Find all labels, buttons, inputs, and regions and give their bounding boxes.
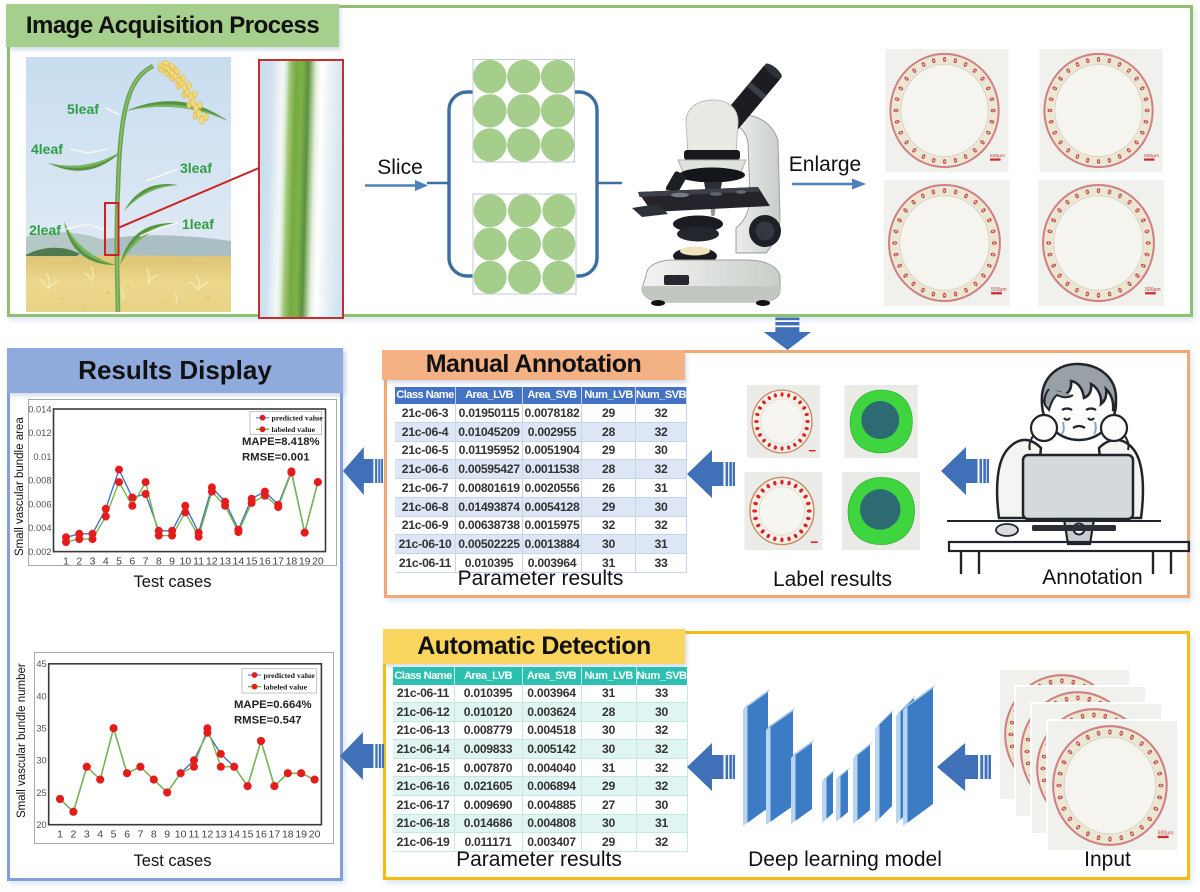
- svg-text:10: 10: [175, 829, 187, 841]
- svg-text:19: 19: [295, 829, 307, 841]
- svg-text:15: 15: [246, 556, 258, 566]
- svg-text:1: 1: [57, 829, 63, 841]
- svg-text:11: 11: [189, 829, 200, 841]
- svg-text:15: 15: [242, 829, 254, 841]
- svg-text:16: 16: [255, 829, 267, 841]
- svg-text:predicted value: predicted value: [264, 671, 316, 680]
- svg-text:5: 5: [111, 829, 117, 841]
- svg-text:35: 35: [36, 723, 46, 733]
- svg-text:20: 20: [36, 820, 46, 830]
- svg-text:10: 10: [179, 556, 191, 566]
- svg-text:18: 18: [282, 829, 294, 841]
- svg-text:11: 11: [193, 556, 204, 566]
- svg-text:2: 2: [76, 556, 82, 566]
- svg-text:MAPE=0.664%: MAPE=0.664%: [234, 699, 312, 711]
- svg-text:RMSE=0.001: RMSE=0.001: [242, 452, 310, 464]
- svg-text:16: 16: [259, 556, 271, 566]
- svg-text:2leaf: 2leaf: [29, 222, 61, 238]
- svg-text:17: 17: [269, 829, 281, 841]
- svg-text:6: 6: [124, 829, 130, 841]
- svg-text:20: 20: [309, 829, 321, 841]
- svg-text:45: 45: [36, 659, 46, 669]
- svg-text:13: 13: [215, 829, 227, 841]
- svg-text:4leaf: 4leaf: [31, 141, 63, 157]
- svg-text:predicted value: predicted value: [272, 414, 324, 423]
- svg-text:8: 8: [151, 829, 157, 841]
- svg-text:0.012: 0.012: [28, 428, 51, 438]
- svg-text:9: 9: [164, 829, 170, 841]
- svg-text:9: 9: [169, 556, 175, 566]
- svg-text:MAPE=8.418%: MAPE=8.418%: [242, 436, 320, 448]
- svg-text:6: 6: [129, 556, 135, 566]
- svg-text:3: 3: [84, 829, 90, 841]
- svg-text:0.004: 0.004: [28, 523, 51, 533]
- svg-text:12: 12: [202, 829, 214, 841]
- svg-text:14: 14: [233, 556, 245, 566]
- svg-text:4: 4: [97, 829, 103, 841]
- svg-text:labeled value: labeled value: [272, 425, 316, 434]
- svg-text:40: 40: [36, 691, 46, 701]
- svg-text:7: 7: [137, 829, 143, 841]
- svg-text:25: 25: [36, 788, 46, 798]
- svg-text:17: 17: [272, 556, 284, 566]
- svg-text:13: 13: [219, 556, 231, 566]
- svg-text:0.006: 0.006: [28, 499, 51, 509]
- svg-text:8: 8: [156, 556, 162, 566]
- svg-text:0.008: 0.008: [28, 476, 51, 486]
- svg-text:3leaf: 3leaf: [180, 160, 212, 176]
- svg-text:19: 19: [299, 556, 311, 566]
- svg-text:5: 5: [116, 556, 122, 566]
- svg-text:1leaf: 1leaf: [182, 216, 214, 232]
- svg-text:RMSE=0.547: RMSE=0.547: [234, 715, 302, 727]
- svg-text:30: 30: [36, 756, 46, 766]
- svg-text:20: 20: [312, 556, 324, 566]
- svg-text:0.01: 0.01: [33, 452, 51, 462]
- svg-text:0.014: 0.014: [28, 404, 51, 414]
- svg-text:1: 1: [63, 556, 69, 566]
- svg-text:4: 4: [103, 556, 109, 566]
- svg-text:14: 14: [228, 829, 240, 841]
- svg-text:12: 12: [206, 556, 218, 566]
- svg-text:3: 3: [90, 556, 96, 566]
- svg-text:labeled value: labeled value: [264, 682, 308, 691]
- svg-text:2: 2: [70, 829, 76, 841]
- svg-text:5leaf: 5leaf: [67, 101, 99, 117]
- svg-text:0.002: 0.002: [28, 547, 51, 557]
- svg-text:18: 18: [286, 556, 298, 566]
- svg-text:7: 7: [143, 556, 149, 566]
